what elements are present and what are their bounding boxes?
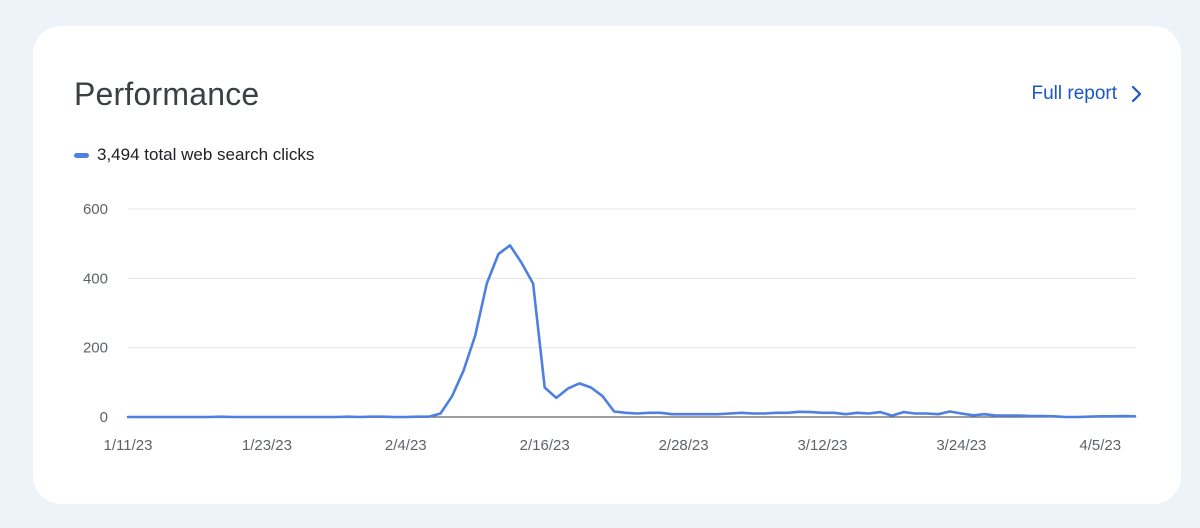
series-line-web-search-clicks [126, 244, 1137, 419]
chart-legend: 3,494 total web search clicks [74, 145, 314, 165]
x-tick-label: 2/4/23 [385, 437, 427, 454]
legend-swatch [74, 152, 89, 158]
y-tick-label: 200 [83, 340, 108, 357]
full-report-label: Full report [1031, 83, 1117, 104]
x-tick-label: 3/12/23 [797, 437, 847, 454]
y-tick-label: 600 [83, 201, 108, 218]
y-tick-label: 0 [100, 409, 108, 426]
x-tick-label: 2/16/23 [520, 437, 570, 454]
chevron-right-icon [1131, 85, 1142, 103]
y-tick-label: 400 [83, 270, 108, 287]
clicks-line-chart: 600 400 200 0 1/11/23 1/23/23 2/4/23 2/16/23 2/2… [83, 201, 1137, 454]
x-tick-label: 3/24/23 [936, 437, 986, 454]
legend-label: 3,494 total web search clicks [97, 145, 315, 164]
full-report-link[interactable]: Full report [1031, 83, 1145, 105]
x-tick-label: 2/28/23 [659, 437, 709, 454]
x-tick-label: 4/5/23 [1079, 437, 1121, 454]
card-title: Performance [74, 76, 260, 112]
x-tick-label: 1/23/23 [242, 437, 292, 454]
x-tick-label: 1/11/23 [104, 437, 153, 454]
performance-card: Performance Full report 3,494 total web … [33, 26, 1181, 504]
